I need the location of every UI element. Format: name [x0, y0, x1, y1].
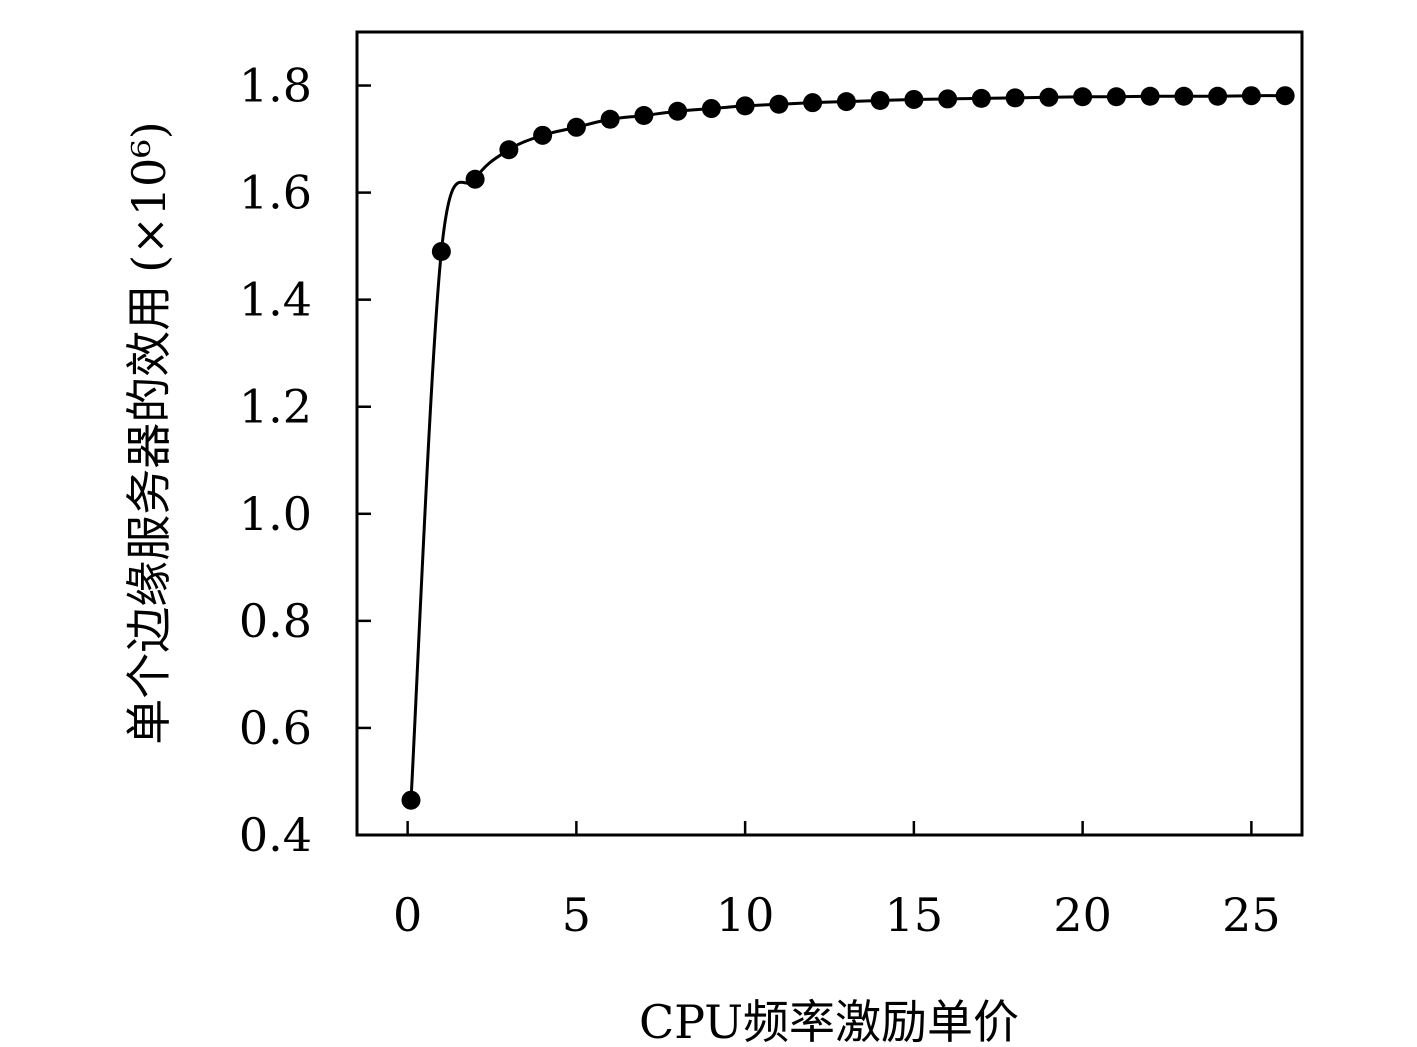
data-point	[566, 117, 586, 137]
x-axis-label: CPU频率激励单价	[639, 995, 1019, 1047]
series-line	[409, 94, 1286, 801]
data-points	[401, 86, 1295, 810]
data-point	[1241, 86, 1261, 106]
x-tick-label: 0	[393, 888, 422, 942]
y-axis-label-group: 单个边缘服务器的效用 (×10⁶)	[122, 121, 176, 744]
data-point	[1039, 87, 1059, 107]
y-axis-label: 单个边缘服务器的效用 (×10⁶)	[122, 121, 176, 744]
ticks	[357, 84, 1253, 837]
data-point	[533, 125, 553, 145]
data-point	[668, 101, 688, 121]
y-tick-label: 1.0	[239, 487, 312, 541]
data-point	[701, 99, 721, 119]
data-point	[1005, 88, 1025, 108]
data-point	[431, 241, 451, 261]
y-tick-label: 0.6	[239, 701, 312, 755]
y-tick-label: 1.4	[239, 273, 312, 327]
data-point	[465, 169, 485, 189]
data-point	[1275, 86, 1295, 106]
data-point	[735, 96, 755, 116]
data-point	[600, 109, 620, 129]
data-point	[1208, 86, 1228, 106]
y-axis-unit: (×10⁶)	[122, 121, 176, 272]
x-tick-label: 10	[716, 888, 775, 942]
data-point	[499, 140, 519, 160]
y-tick-label: 0.4	[239, 808, 312, 862]
y-tick-label: 1.8	[239, 59, 312, 113]
data-point	[1073, 87, 1093, 107]
plot-frame	[355, 30, 1304, 837]
data-point	[769, 94, 789, 114]
data-point	[401, 790, 421, 810]
x-tick-label: 15	[885, 888, 944, 942]
y-tick-label: 0.8	[239, 594, 312, 648]
data-point	[904, 89, 924, 109]
x-tick-label: 25	[1222, 888, 1281, 942]
data-point	[870, 91, 890, 111]
data-point	[938, 89, 958, 109]
x-tick-label: 20	[1053, 888, 1112, 942]
y-axis-label-text: 单个边缘服务器的效用	[122, 285, 176, 745]
data-point	[971, 88, 991, 108]
data-point	[836, 92, 856, 112]
data-point	[1140, 86, 1160, 106]
data-point	[1106, 87, 1126, 107]
data-point	[803, 93, 823, 113]
y-tick-label: 1.2	[239, 380, 312, 434]
tick-labels: 0 5 10 15 20 25 0.4 0.6 0.8 1.0 1.2 1.4 1.6 1.8	[239, 59, 1281, 942]
data-point	[1174, 86, 1194, 106]
data-point	[634, 106, 654, 126]
y-tick-label: 1.6	[239, 166, 312, 220]
x-tick-label: 5	[562, 888, 591, 942]
